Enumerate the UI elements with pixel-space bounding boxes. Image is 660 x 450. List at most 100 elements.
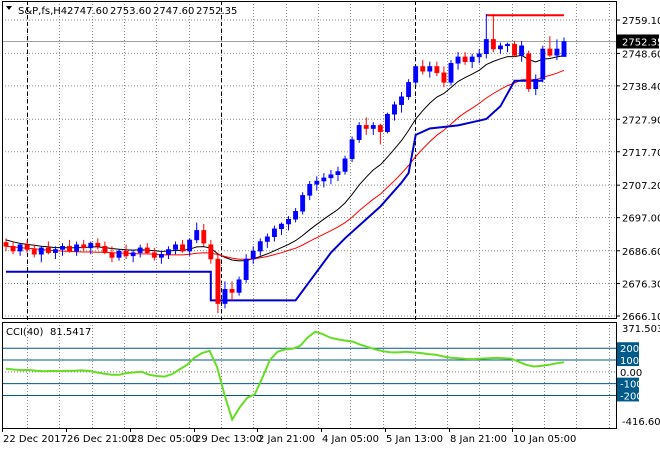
candle <box>328 169 334 185</box>
ohlc-open: 2747.60 <box>67 6 108 17</box>
candle-body <box>137 247 143 253</box>
candle <box>24 239 30 253</box>
candle-body <box>60 246 65 250</box>
candle-body <box>420 66 426 72</box>
candle <box>60 243 65 256</box>
candle-body <box>286 218 291 225</box>
cci-level-label: -200 <box>620 391 643 402</box>
candle <box>469 53 475 69</box>
candle-body <box>497 45 503 50</box>
candle <box>109 246 115 263</box>
candle-body <box>243 258 249 280</box>
time-tick-label: 2 Jan 21:00 <box>258 434 315 445</box>
candle <box>483 13 489 59</box>
cci-level-tag-bg <box>617 342 639 355</box>
collapse-arrow-icon[interactable] <box>6 6 12 10</box>
time-tick-label: 29 Dec 13:00 <box>195 434 262 445</box>
ohlc-close: 2752.35 <box>196 6 237 17</box>
candle-body <box>349 139 355 160</box>
price-tick-label: 2697.00 <box>622 214 660 225</box>
price-marks <box>3 13 567 314</box>
candle-body <box>88 242 94 249</box>
candle-body <box>67 246 73 252</box>
candle-body <box>377 125 383 132</box>
candle <box>349 136 355 162</box>
cci-level-label: 0.00 <box>620 368 642 379</box>
candle <box>215 252 221 314</box>
candle-body <box>307 183 313 196</box>
time-tick-label: 8 Jan 21:00 <box>450 434 507 445</box>
candle-body <box>342 158 348 172</box>
candle <box>413 64 419 86</box>
candle-body <box>384 113 390 132</box>
candle <box>434 61 440 77</box>
candle <box>53 246 58 260</box>
candle-body <box>455 56 461 64</box>
time-tick-label: 22 Dec 2017 <box>3 434 67 445</box>
candle <box>448 60 454 86</box>
candle-body <box>406 82 412 97</box>
candle-body <box>483 39 489 54</box>
price-tick-label: 2727.90 <box>622 115 660 126</box>
candle-body <box>208 244 214 260</box>
candle-body <box>533 78 539 89</box>
candle-body <box>38 247 44 255</box>
candle-body <box>17 244 23 252</box>
candle <box>342 155 348 175</box>
candle <box>222 281 228 309</box>
candle <box>264 233 270 248</box>
candle-body <box>257 241 263 252</box>
envelope-line <box>5 69 565 260</box>
candle-body <box>279 223 284 230</box>
candle-body <box>519 45 525 56</box>
price-tick-label: 2738.40 <box>622 82 660 93</box>
symbol-label: S&P,fs,H4 <box>18 6 67 17</box>
candle <box>377 123 383 145</box>
candle-body <box>526 53 532 89</box>
candle <box>363 117 369 135</box>
candle-body <box>187 239 193 252</box>
candle-body <box>427 66 433 72</box>
candle <box>519 41 525 62</box>
candle <box>356 122 362 143</box>
candle-body <box>434 66 440 74</box>
candle <box>399 91 404 113</box>
candle <box>38 246 44 263</box>
ohlc-low: 2747.60 <box>153 6 194 17</box>
candle-body <box>505 43 510 47</box>
candle <box>102 241 108 255</box>
candle <box>554 39 560 61</box>
last-price-tag-bg <box>617 34 659 49</box>
cci-min-label: -416.6083 <box>622 417 660 428</box>
candle-body <box>45 247 51 253</box>
candle <box>74 241 80 256</box>
moving-average-line <box>5 54 565 262</box>
candle <box>45 241 51 255</box>
candle <box>67 239 73 253</box>
candle-body <box>24 244 30 250</box>
candle <box>166 246 171 260</box>
cci-line <box>5 330 565 423</box>
candle <box>427 61 433 78</box>
time-tick-label: 5 Jan 13:00 <box>386 434 443 445</box>
candle-body <box>144 247 150 253</box>
price-tick-label: 2717.70 <box>622 148 660 159</box>
candle <box>194 222 200 244</box>
candle-body <box>151 252 157 258</box>
candle <box>229 281 235 301</box>
candle <box>505 42 510 53</box>
cci-level-tag-bg <box>617 389 639 402</box>
price-pane-frame <box>2 1 617 319</box>
candle <box>187 238 193 256</box>
candle-body <box>441 72 447 83</box>
candle <box>208 239 214 264</box>
cci-value-label: 81.5417 <box>50 327 91 338</box>
candle <box>392 101 397 121</box>
candle <box>10 241 16 255</box>
candle <box>88 241 94 255</box>
candle-body <box>95 242 101 247</box>
